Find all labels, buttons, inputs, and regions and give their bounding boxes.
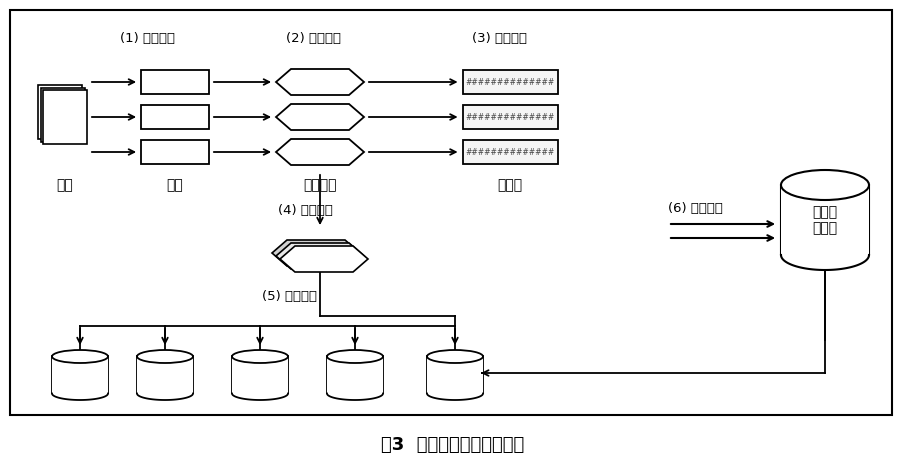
Ellipse shape	[232, 350, 288, 363]
Text: 加密分片: 加密分片	[303, 178, 336, 192]
Text: 哈希值: 哈希值	[497, 178, 522, 192]
Text: ##############: ##############	[465, 113, 554, 122]
Bar	[52, 357, 108, 394]
Ellipse shape	[137, 350, 193, 363]
Polygon shape	[276, 243, 364, 269]
Polygon shape	[276, 104, 364, 130]
Ellipse shape	[427, 387, 483, 400]
Text: ##############: ##############	[465, 78, 554, 87]
Ellipse shape	[781, 170, 869, 200]
Text: 数据: 数据	[56, 178, 73, 192]
Bar	[141, 140, 209, 164]
Ellipse shape	[232, 387, 288, 400]
Bar	[10, 10, 892, 415]
Polygon shape	[272, 240, 360, 266]
Bar	[137, 357, 193, 394]
Bar	[38, 85, 82, 139]
Bar	[141, 70, 209, 94]
Text: (4) 复制分片: (4) 复制分片	[278, 203, 333, 217]
Ellipse shape	[52, 350, 108, 363]
Bar	[463, 70, 558, 94]
Ellipse shape	[137, 387, 193, 400]
Ellipse shape	[52, 387, 108, 400]
Bar	[781, 185, 869, 255]
Text: (1) 数据分片: (1) 数据分片	[121, 32, 175, 44]
Bar	[43, 90, 87, 144]
Bar	[232, 357, 288, 394]
Ellipse shape	[327, 387, 383, 400]
Text: 区块链
分类账: 区块链 分类账	[813, 205, 837, 235]
Bar	[327, 357, 383, 394]
Bar	[41, 88, 84, 141]
Text: ##############: ##############	[465, 148, 554, 157]
Text: (3) 生成哈希: (3) 生成哈希	[473, 32, 528, 44]
Bar	[427, 357, 483, 394]
Polygon shape	[276, 69, 364, 95]
Polygon shape	[280, 246, 368, 272]
Polygon shape	[276, 139, 364, 165]
Bar	[463, 140, 558, 164]
Bar	[463, 105, 558, 129]
Text: (2) 分片加密: (2) 分片加密	[286, 32, 340, 44]
Text: (5) 分发分片: (5) 分发分片	[262, 289, 317, 303]
Ellipse shape	[327, 350, 383, 363]
Ellipse shape	[427, 350, 483, 363]
Text: 分片: 分片	[167, 178, 183, 192]
Text: 图3  区块链分布式存储过程: 图3 区块链分布式存储过程	[381, 436, 524, 454]
Ellipse shape	[781, 240, 869, 270]
Bar	[141, 105, 209, 129]
Text: (6) 记录交易: (6) 记录交易	[668, 201, 723, 214]
